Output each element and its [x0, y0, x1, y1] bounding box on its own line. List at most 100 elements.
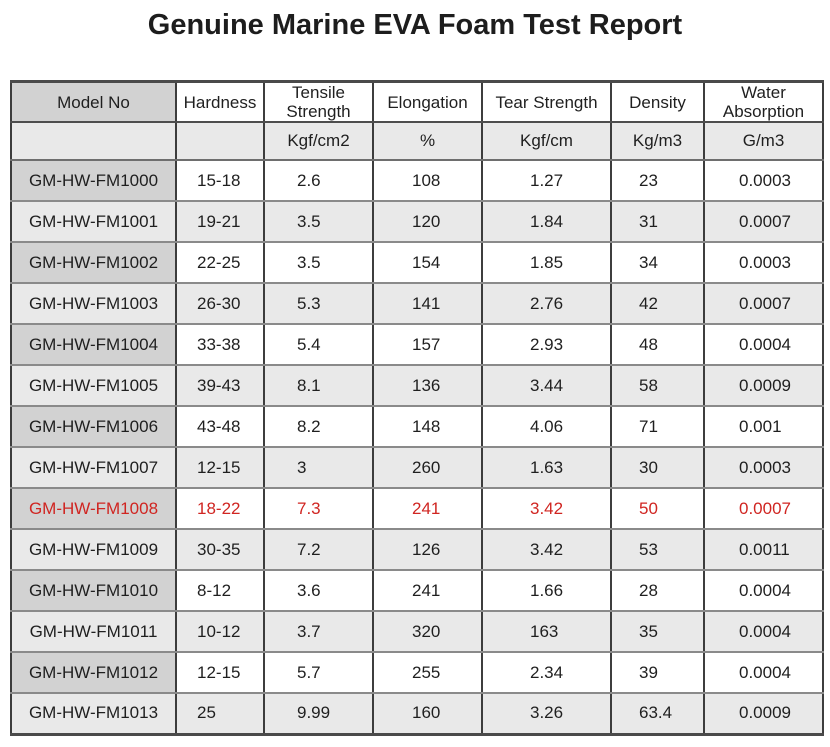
cell-elongation: 260	[372, 446, 483, 489]
cell-tear-strength: 1.27	[481, 159, 612, 202]
table-row: GM-HW-FM1002 22-25 3.5 154 1.85 34 0.000…	[10, 241, 824, 284]
cell-tear-strength: 1.66	[481, 569, 612, 612]
table-row: GM-HW-FM1003 26-30 5.3 141 2.76 42 0.000…	[10, 282, 824, 325]
cell-tear-strength: 2.34	[481, 651, 612, 694]
cell-elongation: 160	[372, 692, 483, 735]
col-header-model-no: Model No	[10, 80, 177, 123]
cell-water-absorption: 0.0004	[703, 651, 824, 694]
cell-tensile-strength: 7.3	[263, 487, 374, 530]
cell-density: 63.4	[610, 692, 705, 735]
cell-elongation: 126	[372, 528, 483, 571]
cell-model-no: GM-HW-FM1012	[10, 651, 177, 694]
table-row: GM-HW-FM1008 18-22 7.3 241 3.42 50 0.000…	[10, 487, 824, 530]
cell-tensile-strength: 2.6	[263, 159, 374, 202]
table-row: GM-HW-FM1004 33-38 5.4 157 2.93 48 0.000…	[10, 323, 824, 366]
cell-hardness: 22-25	[175, 241, 265, 284]
cell-model-no: GM-HW-FM1003	[10, 282, 177, 325]
cell-density: 35	[610, 610, 705, 653]
cell-tear-strength: 4.06	[481, 405, 612, 448]
cell-density: 30	[610, 446, 705, 489]
cell-water-absorption: 0.0009	[703, 692, 824, 735]
cell-density: 23	[610, 159, 705, 202]
cell-tensile-strength: 3.6	[263, 569, 374, 612]
cell-water-absorption: 0.0007	[703, 200, 824, 243]
cell-tensile-strength: 5.7	[263, 651, 374, 694]
cell-elongation: 136	[372, 364, 483, 407]
table-row: GM-HW-FM1001 19-21 3.5 120 1.84 31 0.000…	[10, 200, 824, 243]
cell-tensile-strength: 7.2	[263, 528, 374, 571]
cell-water-absorption: 0.0007	[703, 487, 824, 530]
cell-elongation: 255	[372, 651, 483, 694]
cell-water-absorption: 0.0003	[703, 159, 824, 202]
cell-hardness: 19-21	[175, 200, 265, 243]
unit-hardness	[175, 121, 265, 161]
cell-density: 28	[610, 569, 705, 612]
col-header-density: Density	[610, 80, 705, 123]
table-row: GM-HW-FM1006 43-48 8.2 148 4.06 71 0.001	[10, 405, 824, 448]
cell-model-no: GM-HW-FM1002	[10, 241, 177, 284]
cell-tear-strength: 1.63	[481, 446, 612, 489]
table-row: GM-HW-FM1012 12-15 5.7 255 2.34 39 0.000…	[10, 651, 824, 694]
cell-density: 39	[610, 651, 705, 694]
cell-tensile-strength: 8.2	[263, 405, 374, 448]
cell-tear-strength: 1.85	[481, 241, 612, 284]
table-row: GM-HW-FM1000 15-18 2.6 108 1.27 23 0.000…	[10, 159, 824, 202]
cell-model-no: GM-HW-FM1006	[10, 405, 177, 448]
cell-density: 71	[610, 405, 705, 448]
table-row: GM-HW-FM1011 10-12 3.7 320 163 35 0.0004	[10, 610, 824, 653]
cell-tear-strength: 1.84	[481, 200, 612, 243]
cell-density: 58	[610, 364, 705, 407]
cell-tear-strength: 2.76	[481, 282, 612, 325]
unit-water-absorption: G/m3	[703, 121, 824, 161]
cell-model-no: GM-HW-FM1005	[10, 364, 177, 407]
cell-water-absorption: 0.0011	[703, 528, 824, 571]
cell-density: 42	[610, 282, 705, 325]
cell-density: 50	[610, 487, 705, 530]
cell-elongation: 141	[372, 282, 483, 325]
cell-hardness: 10-12	[175, 610, 265, 653]
units-row: Kgf/cm2 % Kgf/cm Kg/m3 G/m3	[10, 121, 824, 161]
cell-hardness: 30-35	[175, 528, 265, 571]
cell-tensile-strength: 5.4	[263, 323, 374, 366]
cell-water-absorption: 0.0004	[703, 323, 824, 366]
cell-tear-strength: 3.26	[481, 692, 612, 735]
cell-elongation: 241	[372, 569, 483, 612]
cell-model-no: GM-HW-FM1004	[10, 323, 177, 366]
cell-tensile-strength: 3.5	[263, 241, 374, 284]
cell-water-absorption: 0.0007	[703, 282, 824, 325]
cell-tear-strength: 2.93	[481, 323, 612, 366]
cell-model-no: GM-HW-FM1000	[10, 159, 177, 202]
cell-hardness: 12-15	[175, 446, 265, 489]
col-header-tensile-strength: Tensile Strength	[263, 80, 374, 123]
cell-hardness: 12-15	[175, 651, 265, 694]
unit-density: Kg/m3	[610, 121, 705, 161]
test-report-table: Model No Hardness Tensile Strength Elong…	[10, 80, 824, 736]
cell-elongation: 120	[372, 200, 483, 243]
cell-model-no: GM-HW-FM1013	[10, 692, 177, 735]
cell-model-no: GM-HW-FM1007	[10, 446, 177, 489]
unit-elongation: %	[372, 121, 483, 161]
cell-water-absorption: 0.001	[703, 405, 824, 448]
unit-model-no	[10, 121, 177, 161]
col-header-water-absorption: Water Absorption	[703, 80, 824, 123]
cell-tear-strength: 3.42	[481, 487, 612, 530]
unit-tensile-strength: Kgf/cm2	[263, 121, 374, 161]
cell-elongation: 320	[372, 610, 483, 653]
cell-model-no: GM-HW-FM1010	[10, 569, 177, 612]
cell-tensile-strength: 9.99	[263, 692, 374, 735]
cell-elongation: 241	[372, 487, 483, 530]
cell-elongation: 157	[372, 323, 483, 366]
cell-density: 48	[610, 323, 705, 366]
cell-model-no: GM-HW-FM1001	[10, 200, 177, 243]
cell-water-absorption: 0.0003	[703, 241, 824, 284]
cell-model-no: GM-HW-FM1008	[10, 487, 177, 530]
table-row: GM-HW-FM1009 30-35 7.2 126 3.42 53 0.001…	[10, 528, 824, 571]
cell-density: 31	[610, 200, 705, 243]
cell-water-absorption: 0.0003	[703, 446, 824, 489]
col-header-tear-strength: Tear Strength	[481, 80, 612, 123]
cell-hardness: 33-38	[175, 323, 265, 366]
cell-elongation: 154	[372, 241, 483, 284]
table-head: Model No Hardness Tensile Strength Elong…	[10, 80, 824, 161]
cell-tear-strength: 163	[481, 610, 612, 653]
